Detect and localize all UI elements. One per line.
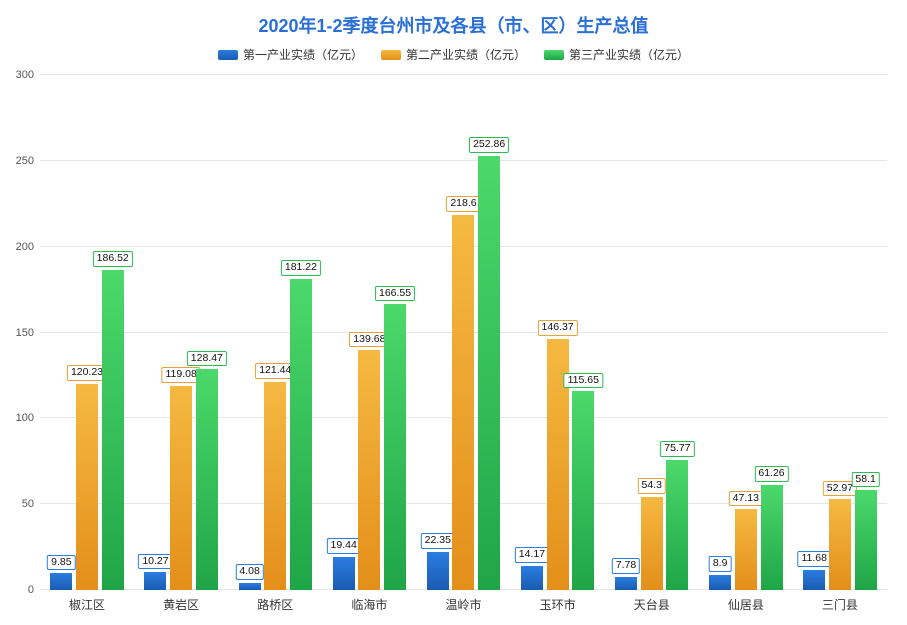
bar-value-label: 146.37 xyxy=(538,320,578,336)
bar-value-label: 75.77 xyxy=(660,441,694,457)
bar-value-label: 47.13 xyxy=(729,491,763,507)
bar-value-label: 128.47 xyxy=(187,351,227,367)
bar-value-label: 58.1 xyxy=(851,472,879,488)
bar-value-label: 10.27 xyxy=(138,554,172,570)
bar-group-8: 11.6852.9758.1 xyxy=(803,75,876,590)
bar[interactable]: 7.78 xyxy=(615,577,637,590)
x-category-label: 玉环市 xyxy=(540,596,576,613)
bar-group-0: 9.85120.23186.52 xyxy=(50,75,123,590)
x-category-label: 天台县 xyxy=(634,596,670,613)
legend-item-1[interactable]: 第二产业实绩（亿元） xyxy=(381,46,526,63)
bar-value-label: 8.9 xyxy=(709,556,732,572)
bars-layer: 9.85120.23186.5210.27119.08128.474.08121… xyxy=(40,75,887,590)
bar-value-label: 4.08 xyxy=(235,564,263,580)
chart-title: 2020年1-2季度台州市及各县（市、区）生产总值 xyxy=(0,0,907,46)
legend-swatch-1 xyxy=(381,50,401,60)
bar[interactable]: 61.26 xyxy=(761,485,783,590)
plot-area: 0501001502002503009.85120.23186.5210.271… xyxy=(40,75,887,590)
x-category-label: 温岭市 xyxy=(445,596,481,613)
bar-value-label: 11.68 xyxy=(797,551,831,567)
x-category-label: 仙居县 xyxy=(728,596,764,613)
bar[interactable]: 119.08 xyxy=(170,386,192,590)
bar-value-label: 252.86 xyxy=(469,137,509,153)
bar-group-1: 10.27119.08128.47 xyxy=(144,75,217,590)
x-category-label: 三门县 xyxy=(822,596,858,613)
bar-value-label: 115.65 xyxy=(564,373,603,389)
bar[interactable]: 218.6 xyxy=(452,215,474,590)
legend: 第一产业实绩（亿元） 第二产业实绩（亿元） 第三产业实绩（亿元） xyxy=(0,46,907,63)
legend-item-2[interactable]: 第三产业实绩（亿元） xyxy=(544,46,689,63)
legend-swatch-2 xyxy=(544,50,564,60)
bar[interactable]: 139.68 xyxy=(358,350,380,590)
x-category-label: 路桥区 xyxy=(257,596,293,613)
bar[interactable]: 10.27 xyxy=(144,572,166,590)
bar[interactable]: 120.23 xyxy=(76,384,98,590)
legend-item-0[interactable]: 第一产业实绩（亿元） xyxy=(218,46,363,63)
y-tick-label: 200 xyxy=(16,241,34,253)
x-category-label: 临海市 xyxy=(351,596,387,613)
legend-label-1: 第二产业实绩（亿元） xyxy=(406,46,526,63)
bar[interactable]: 58.1 xyxy=(855,490,877,590)
bar[interactable]: 47.13 xyxy=(735,509,757,590)
x-category-label: 椒江区 xyxy=(69,596,105,613)
y-tick-label: 300 xyxy=(16,69,34,81)
y-tick-label: 50 xyxy=(22,498,34,510)
bar-value-label: 7.78 xyxy=(612,558,640,574)
bar-group-5: 14.17 146.37 115.65 xyxy=(521,75,594,590)
bar-group-6: 7.7854.375.77 xyxy=(615,75,688,590)
bar[interactable]: 14.17 xyxy=(521,566,543,590)
bar-group-4: 22.35218.6252.86 xyxy=(427,75,500,590)
bar[interactable]: 115.65 xyxy=(572,391,594,590)
y-tick-label: 0 xyxy=(28,584,34,596)
legend-swatch-0 xyxy=(218,50,238,60)
bar[interactable]: 75.77 xyxy=(666,460,688,590)
y-tick-label: 250 xyxy=(16,155,34,167)
bar[interactable]: 22.35 xyxy=(427,552,449,590)
bar[interactable]: 11.68 xyxy=(803,570,825,590)
bar-value-label: 61.26 xyxy=(754,466,788,482)
chart-container: 2020年1-2季度台州市及各县（市、区）生产总值 第一产业实绩（亿元） 第二产业… xyxy=(0,0,907,625)
legend-label-2: 第三产业实绩（亿元） xyxy=(569,46,689,63)
bar[interactable]: 9.85 xyxy=(50,573,72,590)
y-tick-label: 100 xyxy=(16,412,34,424)
bar[interactable]: 4.08 xyxy=(239,583,261,590)
bar-value-label: 218.6 xyxy=(446,196,480,212)
x-category-label: 黄岩区 xyxy=(163,596,199,613)
bar-value-label: 22.35 xyxy=(421,533,455,549)
bar-value-label: 9.85 xyxy=(47,555,75,571)
bar-value-label: 166.55 xyxy=(375,286,415,302)
legend-label-0: 第一产业实绩（亿元） xyxy=(243,46,363,63)
bar[interactable]: 166.55 xyxy=(384,304,406,590)
bar[interactable]: 52.97 xyxy=(829,499,851,590)
bar-group-7: 8.947.1361.26 xyxy=(709,75,782,590)
bar-group-3: 19.44139.68166.55 xyxy=(333,75,406,590)
bar-value-label: 54.3 xyxy=(637,478,665,494)
bar-value-label: 181.22 xyxy=(281,260,321,276)
bar-value-label: 14.17 xyxy=(515,547,549,563)
bar[interactable]: 181.22 xyxy=(290,279,312,590)
y-tick-label: 150 xyxy=(16,327,34,339)
bar[interactable]: 186.52 xyxy=(102,270,124,590)
bar[interactable]: 19.44 xyxy=(333,557,355,590)
bar-value-label: 186.52 xyxy=(93,251,133,267)
bar[interactable]: 8.9 xyxy=(709,575,731,590)
bar[interactable]: 252.86 xyxy=(478,156,500,590)
bar-value-label: 19.44 xyxy=(327,538,361,554)
bar[interactable]: 128.47 xyxy=(196,369,218,590)
bar[interactable]: 121.44 xyxy=(264,382,286,590)
bar-group-2: 4.08121.44181.22 xyxy=(239,75,312,590)
bar[interactable]: 54.3 xyxy=(641,497,663,590)
